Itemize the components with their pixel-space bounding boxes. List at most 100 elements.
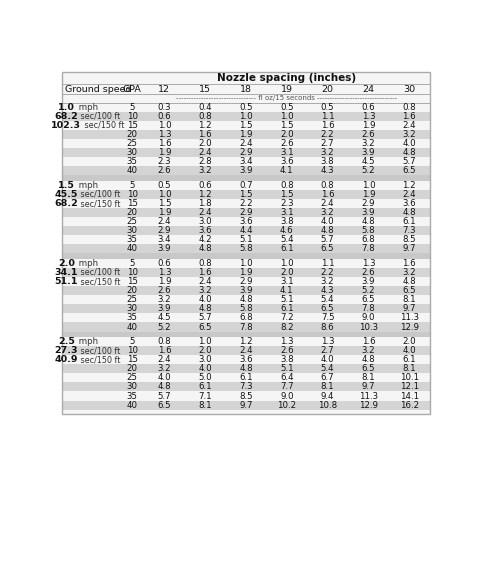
Text: mph: mph	[76, 103, 98, 112]
Text: 3.1: 3.1	[280, 208, 294, 217]
Text: 7.8: 7.8	[239, 322, 253, 332]
Text: 1.3: 1.3	[361, 112, 375, 121]
Text: 8.1: 8.1	[361, 374, 375, 382]
Text: 2.7: 2.7	[321, 346, 335, 355]
Text: 15: 15	[127, 277, 138, 286]
Text: 4.8: 4.8	[198, 304, 212, 313]
Text: 8.5: 8.5	[239, 392, 253, 401]
Text: 2.6: 2.6	[361, 268, 375, 277]
Bar	[62, 121, 430, 130]
Text: 4.0: 4.0	[321, 355, 335, 364]
Bar	[62, 199, 430, 208]
Text: sec/150 ft: sec/150 ft	[78, 199, 121, 208]
Text: 2.4: 2.4	[239, 346, 253, 355]
Text: 1.2: 1.2	[239, 337, 253, 346]
Text: 2.6: 2.6	[157, 166, 171, 175]
Bar	[62, 337, 430, 346]
Text: 7.3: 7.3	[402, 226, 416, 235]
Text: 2.6: 2.6	[157, 286, 171, 295]
Text: 5.7: 5.7	[402, 157, 416, 166]
Text: 1.6: 1.6	[402, 259, 416, 268]
Text: 6.1: 6.1	[402, 217, 416, 226]
Text: 5: 5	[129, 259, 135, 268]
Text: 3.6: 3.6	[239, 355, 253, 364]
Text: 5.8: 5.8	[361, 226, 375, 235]
Bar	[62, 409, 430, 414]
Text: 12.9: 12.9	[400, 322, 419, 332]
Text: 5.2: 5.2	[361, 166, 375, 175]
Text: 1.5: 1.5	[157, 199, 171, 208]
Text: 20: 20	[127, 208, 138, 217]
Text: mph: mph	[76, 337, 98, 346]
Bar	[62, 253, 430, 259]
Text: 1.3: 1.3	[280, 337, 294, 346]
Text: 5: 5	[129, 337, 135, 346]
Text: 1.3: 1.3	[157, 130, 171, 139]
Bar	[62, 208, 430, 217]
Text: 102.3: 102.3	[51, 121, 81, 130]
Text: 4.8: 4.8	[157, 382, 171, 392]
Text: 0.8: 0.8	[198, 259, 212, 268]
Text: 3.9: 3.9	[157, 244, 171, 253]
Text: 7.1: 7.1	[198, 392, 212, 401]
Text: 3.2: 3.2	[198, 286, 212, 295]
Text: 5: 5	[129, 103, 135, 112]
Text: 5.4: 5.4	[321, 364, 335, 374]
Text: 6.5: 6.5	[402, 286, 416, 295]
Text: 4.4: 4.4	[239, 226, 253, 235]
Text: 3.8: 3.8	[321, 157, 335, 166]
Text: 3.2: 3.2	[321, 208, 335, 217]
Text: 1.2: 1.2	[402, 181, 416, 190]
Text: 2.9: 2.9	[157, 226, 171, 235]
Text: 18: 18	[240, 85, 252, 94]
Text: 1.0: 1.0	[239, 112, 253, 121]
Text: 5.1: 5.1	[280, 364, 294, 374]
Text: 1.0: 1.0	[198, 337, 212, 346]
Text: 0.6: 0.6	[361, 103, 375, 112]
Text: 1.6: 1.6	[198, 130, 212, 139]
Text: sec/150 ft: sec/150 ft	[78, 277, 121, 286]
Bar	[62, 401, 430, 409]
Text: mph: mph	[76, 181, 98, 190]
Text: 3.2: 3.2	[402, 130, 416, 139]
Text: 2.4: 2.4	[157, 217, 171, 226]
Text: 2.6: 2.6	[280, 346, 294, 355]
Text: 1.5: 1.5	[280, 190, 294, 199]
Text: GPA: GPA	[122, 85, 142, 94]
Text: sec/100 ft: sec/100 ft	[78, 190, 120, 199]
Text: 7.3: 7.3	[239, 382, 253, 392]
Text: 12: 12	[158, 85, 170, 94]
Text: 1.2: 1.2	[198, 121, 212, 130]
Text: 6.5: 6.5	[198, 322, 212, 332]
Bar	[62, 392, 430, 401]
Text: 5.4: 5.4	[321, 295, 335, 305]
Text: 0.8: 0.8	[321, 181, 335, 190]
Text: 6.5: 6.5	[361, 364, 375, 374]
Text: 25: 25	[127, 295, 138, 305]
Text: 5.1: 5.1	[280, 295, 294, 305]
Text: 5.0: 5.0	[198, 374, 212, 382]
Text: 2.4: 2.4	[402, 190, 416, 199]
Text: 9.7: 9.7	[362, 382, 375, 392]
Text: 4.5: 4.5	[157, 313, 171, 322]
Text: 2.3: 2.3	[157, 157, 171, 166]
Text: 4.8: 4.8	[321, 226, 335, 235]
Text: 5.8: 5.8	[239, 244, 253, 253]
Text: sec/100 ft: sec/100 ft	[78, 346, 120, 355]
Text: 34.1: 34.1	[54, 268, 78, 277]
Text: 1.6: 1.6	[157, 346, 171, 355]
Text: 4.0: 4.0	[321, 217, 335, 226]
Text: 2.6: 2.6	[361, 130, 375, 139]
Text: 0.5: 0.5	[280, 103, 294, 112]
Text: 4.0: 4.0	[198, 364, 212, 374]
Text: 1.6: 1.6	[198, 268, 212, 277]
Text: 2.6: 2.6	[280, 139, 294, 148]
Text: 30: 30	[127, 382, 138, 392]
Text: 9.0: 9.0	[280, 392, 294, 401]
Text: 1.9: 1.9	[157, 277, 171, 286]
Text: sec/150 ft: sec/150 ft	[78, 355, 121, 364]
Text: 2.4: 2.4	[198, 148, 212, 157]
Text: 0.6: 0.6	[157, 112, 171, 121]
Text: 0.7: 0.7	[239, 181, 253, 190]
Text: 30: 30	[127, 304, 138, 313]
